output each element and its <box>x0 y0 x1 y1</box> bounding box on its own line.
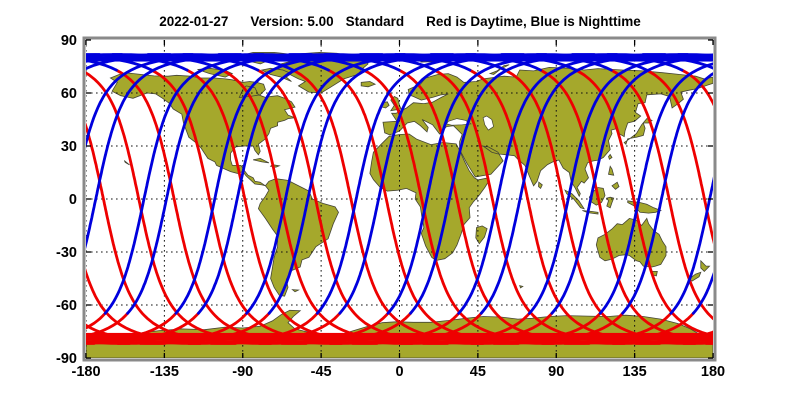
x-axis-label--180: -180 <box>71 364 100 380</box>
daytime-ground-track <box>116 311 248 345</box>
nighttime-ground-track <box>86 53 243 149</box>
landmass-kerguelen <box>519 285 524 289</box>
landmass-falkland-islands <box>291 289 300 293</box>
nighttime-ground-track <box>197 53 407 315</box>
nighttime-ground-track <box>621 72 713 315</box>
daytime-ground-track <box>399 311 531 345</box>
daytime-ground-track <box>470 311 602 345</box>
nighttime-ground-track <box>528 53 713 315</box>
landmass-madagascar <box>475 225 488 245</box>
nighttime-ground-track <box>598 62 713 315</box>
daytime-ground-track <box>0 70 59 343</box>
y-axis-label--90: -90 <box>56 351 77 367</box>
daytime-ground-track <box>86 342 96 345</box>
y-axis-label-60: 60 <box>61 86 77 102</box>
landmass-hawaii <box>123 160 130 166</box>
daytime-ground-track <box>86 122 273 345</box>
title-product: Standard <box>345 14 405 29</box>
landmass-new-zealand-north <box>700 259 711 272</box>
y-axis-label--30: -30 <box>56 245 77 261</box>
daytime-ground-track <box>256 68 485 345</box>
daytime-ground-track <box>609 68 713 321</box>
landmass-luzon <box>608 165 615 176</box>
landmass-sri-lanka <box>538 181 543 190</box>
nighttime-ground-track <box>0 55 81 71</box>
y-axis-label-30: 30 <box>61 139 77 155</box>
x-axis-label-90: 90 <box>548 364 564 380</box>
nighttime-polar-band <box>86 56 713 62</box>
nighttime-ground-track <box>479 53 689 315</box>
nighttime-ground-track <box>315 53 525 315</box>
daytime-ground-track <box>753 70 800 343</box>
daytime-polar-band <box>86 332 713 341</box>
nighttime-ground-track <box>126 53 336 315</box>
x-axis-label-135: 135 <box>623 364 647 380</box>
nighttime-ground-track <box>457 53 667 315</box>
x-axis-label-45: 45 <box>470 364 486 380</box>
daytime-ground-track <box>257 311 390 345</box>
y-axis-label--60: -60 <box>56 298 77 314</box>
nighttime-ground-track <box>749 55 800 71</box>
x-axis-label--135: -135 <box>150 364 179 380</box>
waterbody-caspian-sea <box>482 115 495 131</box>
nighttime-ground-track <box>0 55 46 71</box>
daytime-ground-track <box>788 70 800 343</box>
nighttime-ground-track <box>764 55 800 314</box>
landmass-mindanao <box>611 181 620 190</box>
daytime-ground-track <box>0 313 35 343</box>
title-version: Version: 5.00 <box>250 14 334 29</box>
nighttime-ground-track <box>86 53 265 249</box>
title-date: 2022-01-27 <box>159 14 229 29</box>
landmass-cuba <box>253 157 270 164</box>
nighttime-ground-track <box>669 176 713 315</box>
nighttime-ground-track <box>742 55 800 314</box>
nighttime-ground-track <box>409 53 619 315</box>
tick-layer <box>85 39 714 359</box>
daytime-ground-track <box>717 70 800 343</box>
nighttime-ground-track <box>0 55 51 314</box>
x-axis-label-0: 0 <box>395 364 403 380</box>
daytime-ground-track <box>86 311 107 330</box>
landmass-taiwan <box>608 153 613 160</box>
daytime-ground-track <box>86 268 237 345</box>
daytime-ground-track <box>187 311 319 345</box>
landmass-iceland <box>360 81 377 88</box>
nighttime-ground-track <box>550 54 713 315</box>
nighttime-ground-track <box>103 53 313 315</box>
chart-title: 2022-01-27 Version: 5.00 Standard Red is… <box>0 14 800 29</box>
daytime-ground-track <box>185 68 414 345</box>
x-axis-label-180: 180 <box>701 364 725 380</box>
nighttime-ground-track <box>245 53 455 315</box>
nighttime-ground-track <box>338 53 548 315</box>
title-legend: Red is Daytime, Blue is Nighttime <box>426 14 641 29</box>
daytime-ground-track <box>328 311 461 345</box>
x-axis-label--90: -90 <box>232 364 253 380</box>
daytime-ground-track <box>397 68 626 345</box>
daytime-ground-track <box>704 342 713 345</box>
daytime-ground-track <box>539 68 713 343</box>
nighttime-ground-track <box>0 55 10 71</box>
y-axis-label-90: 90 <box>61 33 77 49</box>
nighttime-ground-track <box>86 59 118 72</box>
daytime-ground-track <box>327 68 556 345</box>
nighttime-ground-track <box>267 53 477 315</box>
daytime-ground-track <box>468 68 697 345</box>
daytime-ground-track <box>754 313 800 343</box>
plot-frame <box>82 36 717 362</box>
nighttime-ground-track <box>174 53 384 315</box>
nighttime-ground-track <box>386 53 596 315</box>
nighttime-track-layer <box>0 53 800 315</box>
y-axis-label-0: 0 <box>69 192 77 208</box>
daytime-ground-track <box>115 68 343 345</box>
landmass-sulawesi <box>606 196 615 209</box>
x-axis-label--45: -45 <box>311 364 332 380</box>
daytime-ground-track <box>611 330 713 345</box>
nighttime-ground-track <box>712 53 713 56</box>
daytime-ground-track <box>0 313 57 343</box>
daytime-ground-track <box>86 311 178 344</box>
daytime-ground-track <box>540 311 673 345</box>
